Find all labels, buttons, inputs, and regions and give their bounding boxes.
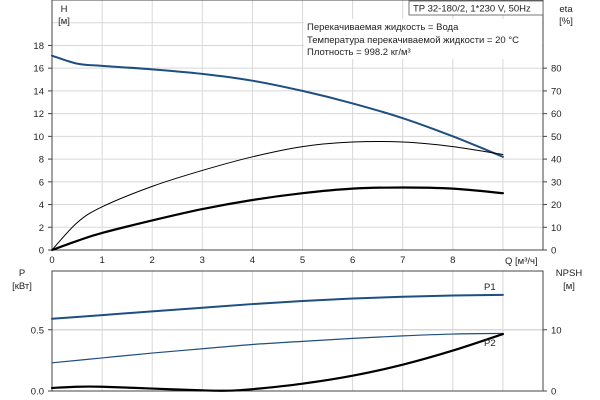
bottom-grid xyxy=(51,270,544,392)
y-left-tick-label: 0.0 xyxy=(31,387,44,398)
p-axis-unit: [кВт] xyxy=(12,281,32,292)
plot-frame xyxy=(51,0,544,251)
info-box xyxy=(304,19,542,59)
p-axis-label: P xyxy=(19,268,25,279)
x-tick-label: 7 xyxy=(400,255,405,266)
x-tick-label: 6 xyxy=(350,255,355,266)
y-right-tick-label: 10 xyxy=(551,325,562,336)
x-tick-label: 1 xyxy=(99,255,104,266)
series-1-0-line xyxy=(51,293,504,320)
series-0-0-line xyxy=(51,54,504,158)
y-right-tick-label: 40 xyxy=(551,155,562,166)
y-right-tick-label: 70 xyxy=(551,86,562,97)
title-text: TP 32-180/2, 1*230 V, 50Hz xyxy=(413,4,531,15)
top-grid xyxy=(51,0,544,251)
x-tick-label: 5 xyxy=(300,255,305,266)
series-1-1-line xyxy=(51,332,504,364)
q-axis-label: Q [м³/ч] xyxy=(505,256,538,267)
npsh-axis-label: NPSH xyxy=(556,268,583,279)
series-0-1-line xyxy=(51,140,504,251)
x-tick-label: 0 xyxy=(49,255,54,266)
title-box xyxy=(408,0,544,16)
series-1-2-line xyxy=(50,332,505,392)
h-axis-label: H xyxy=(61,4,68,15)
eta-axis-label: eta xyxy=(559,4,573,15)
info-temperature: Температура перекачиваемой жидкости = 20… xyxy=(307,35,519,46)
y-right-tick-label: 80 xyxy=(551,64,562,75)
x-tick-label: 4 xyxy=(250,255,255,266)
x-tick-label: 3 xyxy=(200,255,205,266)
p1-label: P1 xyxy=(484,282,496,293)
y-left-tick-label: 0 xyxy=(39,246,44,257)
series-layer xyxy=(50,54,505,392)
y-left-tick-label: 12 xyxy=(33,109,44,120)
info-liquid: Перекачиваемая жидкость = Вода xyxy=(307,22,459,33)
series-0-2-line xyxy=(50,186,505,252)
y-right-tick-label: 50 xyxy=(551,132,562,143)
h-axis-unit: [м] xyxy=(58,16,70,27)
y-right-tick-label: 20 xyxy=(551,200,562,211)
y-left-tick-label: 0.5 xyxy=(31,325,44,336)
x-tick-label: 2 xyxy=(150,255,155,266)
y-left-tick-label: 2 xyxy=(39,223,44,234)
y-right-tick-label: 60 xyxy=(551,109,562,120)
y-left-tick-label: 6 xyxy=(39,177,44,188)
y-right-tick-label: 0 xyxy=(551,387,556,398)
p2-label: P2 xyxy=(484,338,496,349)
eta-axis-unit: [%] xyxy=(559,16,573,27)
y-left-tick-label: 18 xyxy=(33,41,44,52)
y-right-tick-label: 0 xyxy=(551,246,556,257)
y-left-tick-label: 10 xyxy=(33,132,44,143)
y-left-tick-label: 4 xyxy=(39,200,44,211)
x-tick-label: 8 xyxy=(450,255,455,266)
info-density: Плотность = 998.2 кг/м³ xyxy=(307,47,411,58)
npsh-axis-unit: [м] xyxy=(563,281,575,292)
y-right-tick-label: 10 xyxy=(551,223,562,234)
y-left-tick-label: 14 xyxy=(33,86,44,97)
y-right-tick-label: 30 xyxy=(551,177,562,188)
y-left-tick-label: 16 xyxy=(33,64,44,75)
y-left-tick-label: 8 xyxy=(39,155,44,166)
plot-frame xyxy=(51,270,544,392)
tick-labels: 024681012141618010203040506070800.00.501… xyxy=(31,41,562,398)
